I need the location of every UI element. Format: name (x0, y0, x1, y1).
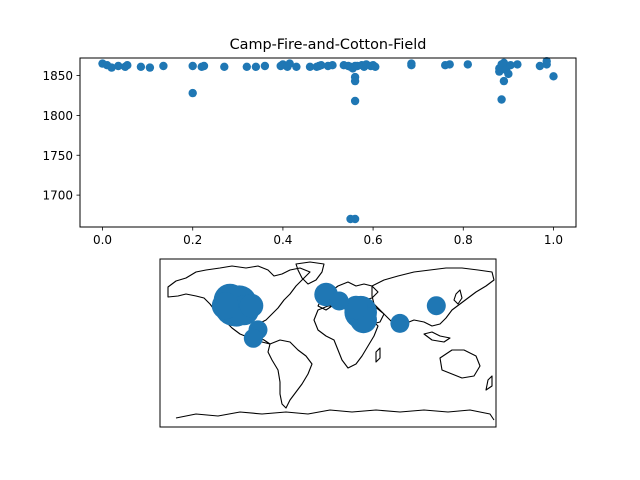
y-tick-label: 1700 (42, 189, 73, 203)
scatter-point (251, 62, 261, 71)
scatter-point (499, 58, 509, 67)
scatter-point (123, 60, 132, 70)
scatter-point (159, 61, 168, 71)
scatter-point (188, 88, 197, 98)
scatter-point (463, 60, 472, 69)
scatter-point (407, 59, 416, 68)
map-point (239, 293, 264, 318)
asia-outline (371, 267, 495, 331)
scatter-point (513, 60, 522, 69)
scatter-point (145, 63, 155, 72)
scatter-point (497, 95, 506, 104)
scatter-point (350, 76, 360, 86)
scatter-point (242, 62, 251, 71)
map-point (329, 291, 349, 311)
map-chart (159, 258, 497, 428)
scatter-point (114, 61, 123, 71)
scatter-point (305, 62, 315, 71)
map-point (211, 292, 239, 320)
antarctica-outline (175, 409, 495, 421)
map-point (426, 296, 446, 316)
scatter-point (371, 62, 380, 71)
map-point (390, 313, 410, 333)
scatter-chart: Camp-Fire-and-Cotton-Field 0.0 0.2 0.4 0.6 0… (42, 37, 577, 247)
y-tick-label: 1850 (42, 69, 73, 83)
scatter-point (107, 63, 116, 72)
map-point (344, 295, 368, 320)
scatter-points (98, 57, 558, 224)
scatter-point (350, 214, 360, 224)
scatter-point (506, 60, 515, 70)
scatter-point (350, 96, 360, 106)
scatter-point (136, 62, 146, 71)
madagascar-outline (375, 347, 381, 363)
map-point (243, 328, 263, 348)
scatter-point (542, 57, 551, 66)
y-tick-label: 1750 (42, 149, 73, 163)
y-axis-ticks: 1700 1750 1800 1850 (42, 69, 80, 203)
scatter-point (260, 61, 270, 71)
plot-frame (79, 57, 577, 228)
scatter-point (220, 62, 229, 71)
x-axis-ticks: 0.0 0.2 0.4 0.6 0.8 1.0 (93, 227, 563, 247)
map-points (211, 282, 446, 348)
map-frame (159, 258, 497, 428)
x-tick-label: 0.0 (93, 233, 112, 247)
scatter-point (292, 62, 301, 71)
x-tick-label: 0.8 (454, 233, 473, 247)
scatter-point (199, 61, 209, 71)
scatter-point (328, 60, 337, 70)
south-america-outline (267, 339, 313, 409)
x-tick-label: 0.4 (273, 233, 292, 247)
scatter-point (188, 61, 197, 71)
y-tick-label: 1800 (42, 109, 73, 123)
chart-title: Camp-Fire-and-Cotton-Field (230, 37, 427, 53)
scatter-point (549, 72, 558, 81)
australia-outline (439, 349, 481, 379)
scatter-point (285, 59, 294, 68)
indonesia-outline (423, 331, 451, 343)
greenland-outline (295, 261, 325, 285)
japan-outline (453, 289, 463, 305)
x-tick-label: 1.0 (544, 233, 563, 247)
new-zealand-outline (485, 375, 493, 391)
scatter-point (504, 69, 513, 79)
x-tick-label: 0.6 (364, 233, 383, 247)
scatter-point (317, 60, 326, 70)
scatter-point (445, 60, 454, 69)
scatter-point (499, 76, 509, 86)
scatter-point (535, 61, 545, 71)
x-tick-label: 0.2 (183, 233, 202, 247)
